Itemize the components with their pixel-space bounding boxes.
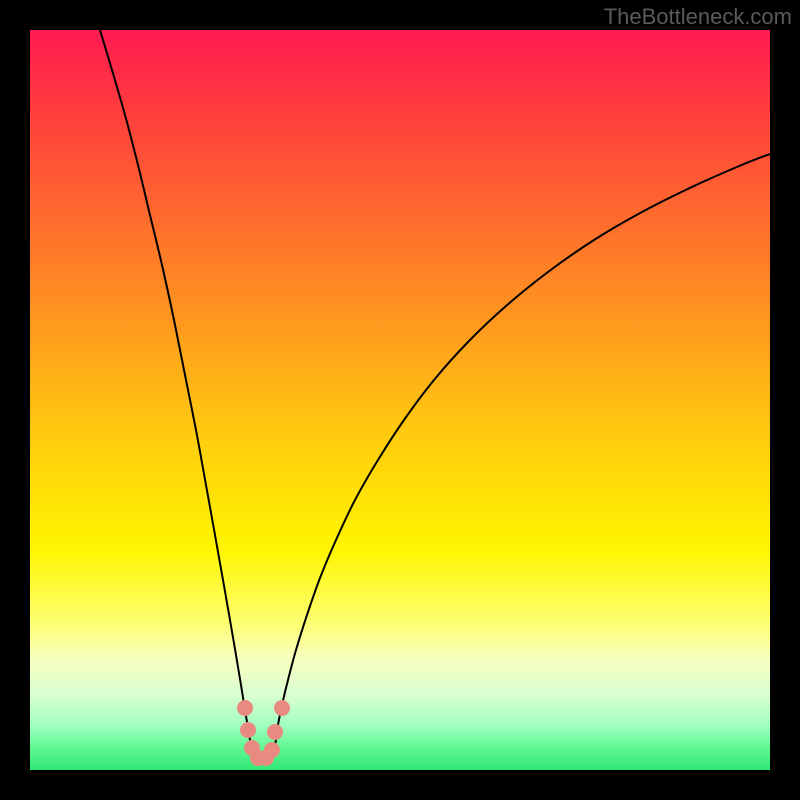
left-curve xyxy=(100,30,250,740)
chart-container: TheBottleneck.com xyxy=(0,0,800,800)
marker-group xyxy=(237,700,290,766)
data-marker xyxy=(274,700,290,716)
data-marker xyxy=(240,722,256,738)
data-marker xyxy=(267,724,283,740)
data-marker xyxy=(237,700,253,716)
watermark-text: TheBottleneck.com xyxy=(604,4,792,30)
bottleneck-curves xyxy=(30,30,770,770)
data-marker xyxy=(264,742,280,758)
plot-area xyxy=(30,30,770,770)
right-curve xyxy=(276,154,770,740)
